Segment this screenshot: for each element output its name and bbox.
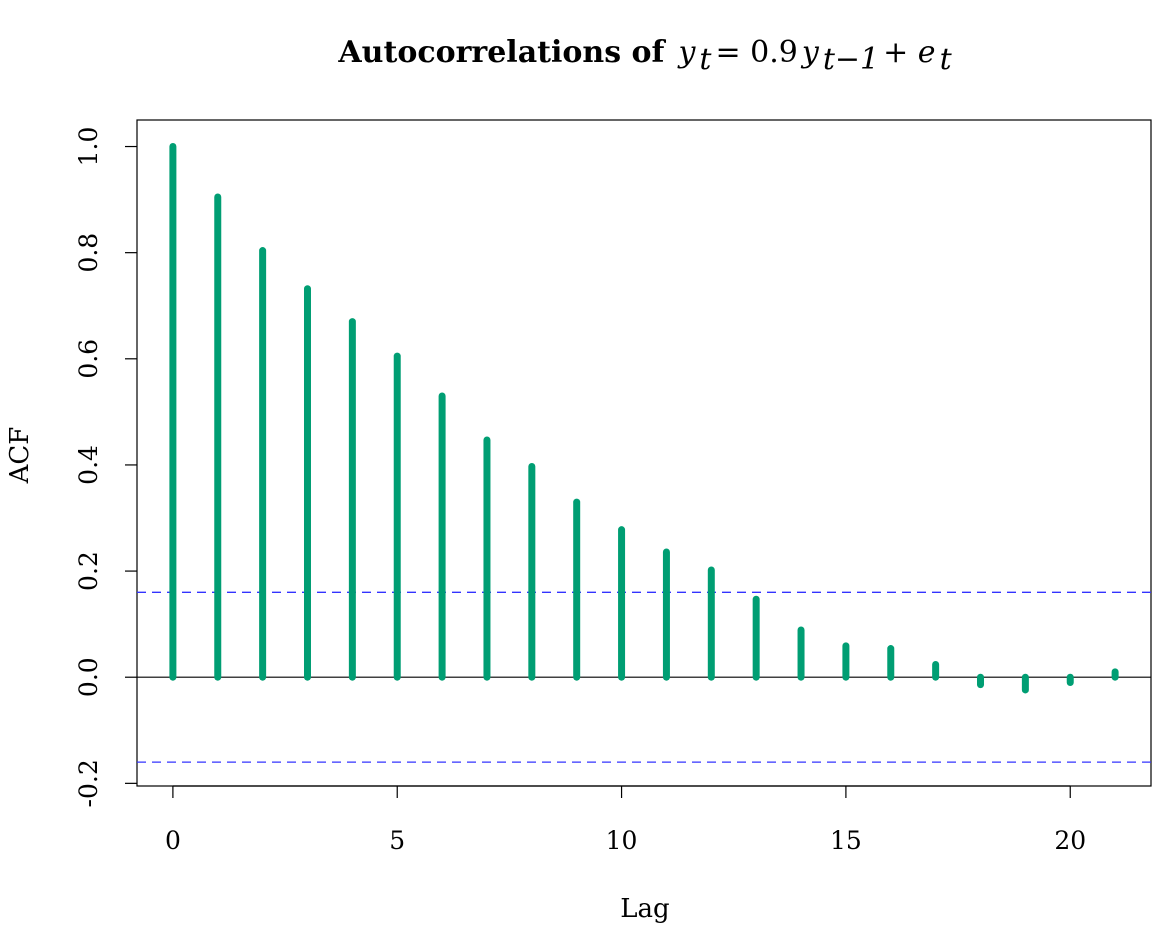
y-tick-label-2: 0.2 xyxy=(74,551,103,591)
y-tick-label-4: 0.6 xyxy=(74,339,103,379)
y-tick-label-1: 0.0 xyxy=(74,657,103,697)
x-tick-label-15: 15 xyxy=(830,826,862,855)
chart-title: Autocorrelations of y t = 0.9 y t−1 + e … xyxy=(337,35,952,77)
plot-frame xyxy=(136,119,1152,787)
y-tick-label-0: -0.2 xyxy=(74,759,103,807)
y-tick-label-5: 0.8 xyxy=(74,233,103,273)
plot-area: 0 5 10 15 20 -0.2 0.0 0.2 0.4 0.6 0.8 1.0 xyxy=(74,119,1152,855)
x-tick-label-5: 5 xyxy=(389,826,405,855)
x-tick-label-0: 0 xyxy=(165,826,181,855)
y-tick-label-6: 1.0 xyxy=(74,127,103,167)
x-tick-label-10: 10 xyxy=(606,826,638,855)
x-tick-label-20: 20 xyxy=(1054,826,1086,855)
chart-title-text: Autocorrelations of xyxy=(337,35,666,70)
y-tick-label-3: 0.4 xyxy=(74,445,103,485)
y-axis-label: ACF xyxy=(5,427,35,485)
x-axis-label: Lag xyxy=(620,894,669,924)
